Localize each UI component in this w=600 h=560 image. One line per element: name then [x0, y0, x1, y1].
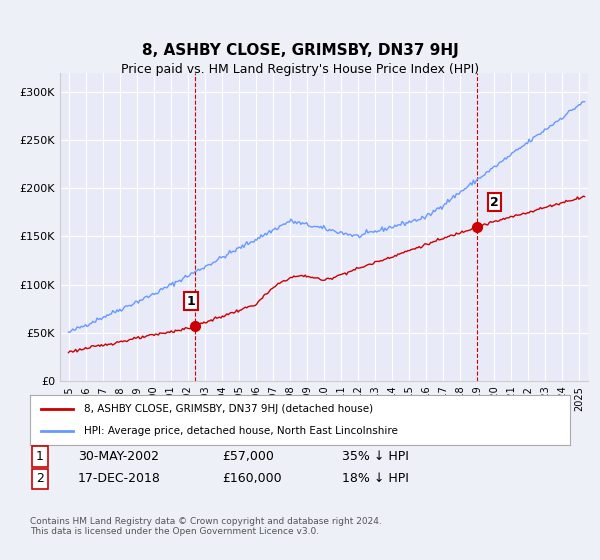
Text: 1: 1	[36, 450, 44, 463]
Text: 35% ↓ HPI: 35% ↓ HPI	[342, 450, 409, 463]
Text: 18% ↓ HPI: 18% ↓ HPI	[342, 472, 409, 486]
Text: £160,000: £160,000	[222, 472, 281, 486]
Text: 30-MAY-2002: 30-MAY-2002	[78, 450, 159, 463]
Text: Price paid vs. HM Land Registry's House Price Index (HPI): Price paid vs. HM Land Registry's House …	[121, 63, 479, 77]
Text: Contains HM Land Registry data © Crown copyright and database right 2024.
This d: Contains HM Land Registry data © Crown c…	[30, 517, 382, 536]
Text: 2: 2	[36, 472, 44, 486]
Text: 17-DEC-2018: 17-DEC-2018	[78, 472, 161, 486]
Text: 2: 2	[490, 195, 499, 209]
Text: 8, ASHBY CLOSE, GRIMSBY, DN37 9HJ (detached house): 8, ASHBY CLOSE, GRIMSBY, DN37 9HJ (detac…	[84, 404, 373, 414]
Text: £57,000: £57,000	[222, 450, 274, 463]
Text: 8, ASHBY CLOSE, GRIMSBY, DN37 9HJ: 8, ASHBY CLOSE, GRIMSBY, DN37 9HJ	[142, 43, 458, 58]
Text: 1: 1	[187, 295, 195, 308]
Text: HPI: Average price, detached house, North East Lincolnshire: HPI: Average price, detached house, Nort…	[84, 426, 398, 436]
